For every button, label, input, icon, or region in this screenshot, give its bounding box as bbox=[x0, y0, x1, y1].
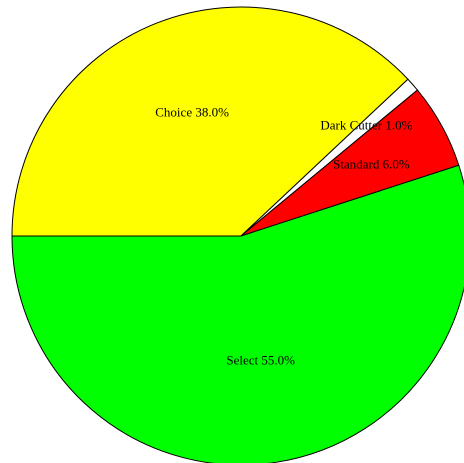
slice-label-choice: Choice 38.0% bbox=[155, 105, 229, 120]
slice-label-standard: Standard 6.0% bbox=[333, 156, 410, 171]
pie-labels: Choice 38.0% Dark Cutter 1.0% Standard 6.0… bbox=[155, 105, 412, 368]
pie-slice-choice bbox=[11, 6, 409, 237]
slice-label-dark-cutter: Dark Cutter 1.0% bbox=[320, 117, 412, 132]
slice-label-select: Select 55.0% bbox=[226, 352, 295, 367]
pie-slice-select bbox=[11, 164, 464, 463]
pie-slices bbox=[11, 6, 464, 463]
